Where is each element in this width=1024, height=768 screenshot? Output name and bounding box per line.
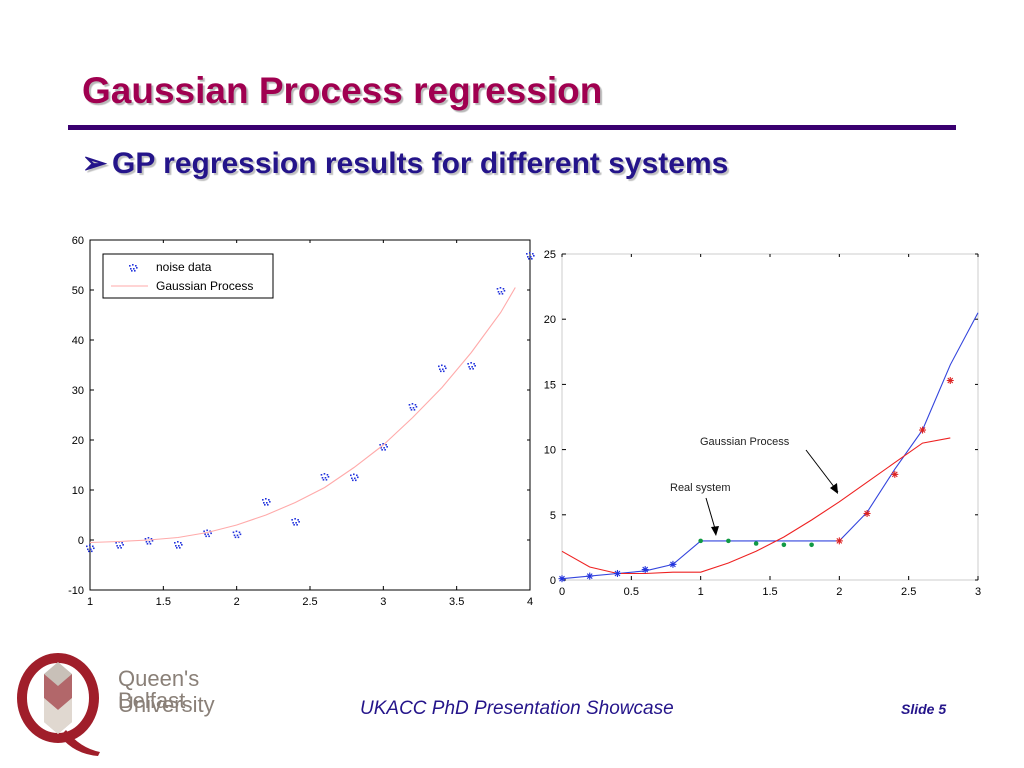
y-tick-label: 0 xyxy=(550,575,556,587)
noise-data-point xyxy=(496,287,506,295)
x-tick-label: 2 xyxy=(836,586,842,598)
noise-data-point xyxy=(320,473,330,481)
arrowhead-icon xyxy=(711,526,719,536)
noise-data-point xyxy=(232,530,242,539)
y-tick-label: 10 xyxy=(72,485,84,497)
q-crest-icon xyxy=(17,653,100,756)
x-tick-label: 3 xyxy=(975,586,981,598)
plot-area xyxy=(561,253,979,581)
x-tick-label: 2.5 xyxy=(302,596,317,608)
annotation-arrow-gaussian-process xyxy=(805,449,839,493)
annotation-arrow-real-system xyxy=(705,497,717,533)
series-line xyxy=(561,437,951,575)
logo-name-line1: Queen's University xyxy=(118,666,215,717)
noise-data-point xyxy=(350,473,359,482)
noise-data-point xyxy=(408,403,418,411)
x-tick-label: 0.5 xyxy=(624,586,639,598)
series-point xyxy=(641,566,649,574)
slide-number: Slide 5 xyxy=(901,701,947,717)
x-tick-label: 3.5 xyxy=(449,596,464,608)
y-tick-label: 50 xyxy=(72,285,84,297)
noise-data-point xyxy=(291,518,300,526)
series-point xyxy=(919,426,927,434)
series-point xyxy=(835,537,843,545)
title-divider xyxy=(68,125,956,130)
legend-box xyxy=(102,253,274,299)
x-tick-label: 0 xyxy=(559,586,565,598)
legend-label-gaussian-process: Gaussian Process xyxy=(156,279,253,293)
x-tick-label: 4 xyxy=(527,596,533,608)
series-point xyxy=(781,542,787,548)
gp-regression-chart-left: 1 1.5 2 2.5 3 3.5 4 -10 0 10 20 30 40 50 60 noise data G… xyxy=(68,235,535,608)
noise-data-point xyxy=(379,443,388,451)
bullet-point: ➢ GP regression results for different sys… xyxy=(82,146,728,181)
noise-data-point xyxy=(467,362,476,370)
y-tick-label: 30 xyxy=(72,385,84,397)
x-tick-label: 2 xyxy=(234,596,240,608)
bullet-text: GP regression results for different syst… xyxy=(112,147,729,180)
series-point xyxy=(613,569,621,577)
y-tick-label: -10 xyxy=(68,585,84,597)
legend-label-noise-data: noise data xyxy=(156,260,212,274)
series-point xyxy=(891,470,899,478)
arrowhead-icon xyxy=(830,483,838,494)
x-tick-label: 1.5 xyxy=(762,586,777,598)
series-point xyxy=(669,560,677,568)
annotation-real-system: Real system xyxy=(670,482,731,494)
university-logo: Queen's University Belfast xyxy=(14,652,280,758)
y-tick-label: 15 xyxy=(544,379,556,391)
y-tick-label: 40 xyxy=(72,335,84,347)
x-tick-label: 1 xyxy=(698,586,704,598)
series-point xyxy=(809,542,814,548)
x-tick-label: 1.5 xyxy=(156,596,171,608)
series-point xyxy=(863,509,871,517)
noise-data-point xyxy=(262,498,271,506)
gp-regression-chart-right: 0 0.5 1 1.5 2 2.5 3 0 5 10 15 20 25 Gaussian Process R… xyxy=(544,249,981,598)
x-tick-label: 2.5 xyxy=(901,586,916,598)
x-tick-label: 3 xyxy=(380,596,386,608)
y-tick-label: 10 xyxy=(544,445,556,457)
series-point xyxy=(726,538,731,544)
noise-data-point xyxy=(144,537,154,545)
series-point xyxy=(586,572,594,580)
series-point xyxy=(698,538,703,544)
series-point xyxy=(946,376,954,384)
arrow-bullet-icon: ➢ xyxy=(82,147,108,180)
y-tick-label: 20 xyxy=(72,435,84,447)
series-line xyxy=(561,312,979,580)
noise-data-point xyxy=(526,252,535,260)
y-tick-label: 5 xyxy=(550,510,556,522)
annotation-gaussian-process: Gaussian Process xyxy=(700,436,790,448)
legend-noise-marker-icon xyxy=(129,264,138,272)
logo-name-line2: Belfast xyxy=(118,688,186,713)
noise-data-point xyxy=(174,541,183,549)
x-tick-label: 1 xyxy=(87,596,93,608)
y-tick-label: 60 xyxy=(72,235,84,247)
noise-data-point xyxy=(438,364,447,373)
y-tick-label: 25 xyxy=(544,249,556,261)
noise-data-point xyxy=(86,544,95,553)
series-point xyxy=(753,541,759,546)
y-tick-label: 0 xyxy=(78,535,84,547)
gaussian-process-line xyxy=(89,287,516,544)
series-point xyxy=(558,575,566,583)
slide-title: Gaussian Process regression xyxy=(82,70,603,111)
footer-text: UKACC PhD Presentation Showcase xyxy=(360,698,674,719)
y-tick-label: 20 xyxy=(544,314,556,326)
